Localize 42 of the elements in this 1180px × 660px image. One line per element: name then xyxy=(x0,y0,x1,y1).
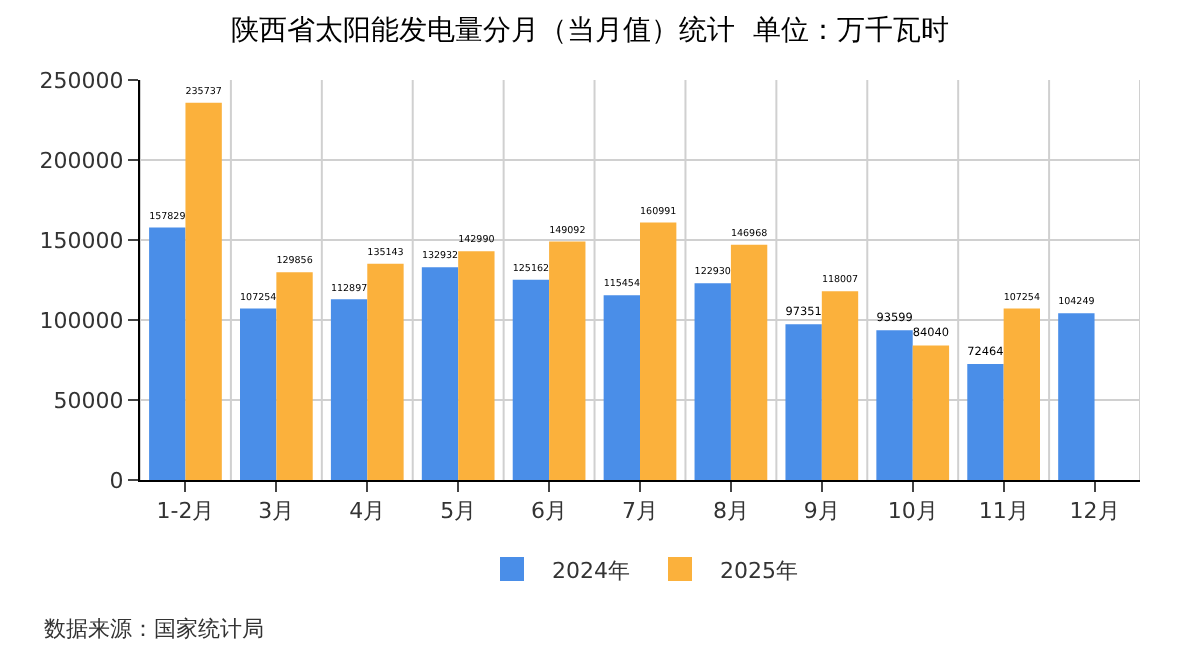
bar xyxy=(458,251,495,480)
source-note: 数据来源：国家统计局 xyxy=(44,616,264,642)
x-tick-label: 10月 xyxy=(887,498,938,525)
bar xyxy=(730,244,768,480)
bar xyxy=(1058,313,1095,480)
y-tick-label: 250000 xyxy=(39,67,124,94)
bar xyxy=(512,279,550,480)
x-tick-label: 8月 xyxy=(712,498,749,525)
bar xyxy=(912,345,950,480)
bar xyxy=(367,263,404,480)
y-tick-label: 100000 xyxy=(39,307,124,334)
x-tick-label: 11月 xyxy=(978,498,1029,525)
bar xyxy=(694,283,731,480)
bar xyxy=(1003,308,1040,480)
x-tick-label: 3月 xyxy=(258,498,295,525)
bar xyxy=(876,330,913,480)
x-tick-label: 5月 xyxy=(440,498,477,525)
x-tick-label: 4月 xyxy=(349,498,386,525)
bar xyxy=(549,241,586,480)
y-tick-label: 200000 xyxy=(39,147,124,174)
bar xyxy=(421,267,459,480)
x-tick-label: 9月 xyxy=(803,498,840,525)
y-tick-label: 50000 xyxy=(53,387,124,414)
bar xyxy=(185,102,222,480)
bar xyxy=(149,227,186,480)
legend-label: 2025年 xyxy=(720,557,798,584)
chart-title: 陕西省太阳能发电量分月（当月值）统计 单位：万千瓦时 xyxy=(231,15,949,48)
bar xyxy=(821,291,859,480)
bar xyxy=(967,364,1004,480)
legend-label: 2024年 xyxy=(552,557,630,584)
bar xyxy=(330,299,368,480)
x-tick-label: 7月 xyxy=(622,498,658,525)
x-tick-label: 1-2月 xyxy=(156,498,215,525)
bar xyxy=(640,222,677,480)
y-tick-label: 0 xyxy=(109,467,124,494)
bar xyxy=(240,308,277,480)
x-tick-label: 12月 xyxy=(1069,498,1120,525)
x-tick-label: 6月 xyxy=(531,498,568,525)
bar xyxy=(603,295,640,480)
y-tick-label: 150000 xyxy=(39,227,124,254)
bar xyxy=(276,272,313,480)
bar xyxy=(785,324,822,480)
